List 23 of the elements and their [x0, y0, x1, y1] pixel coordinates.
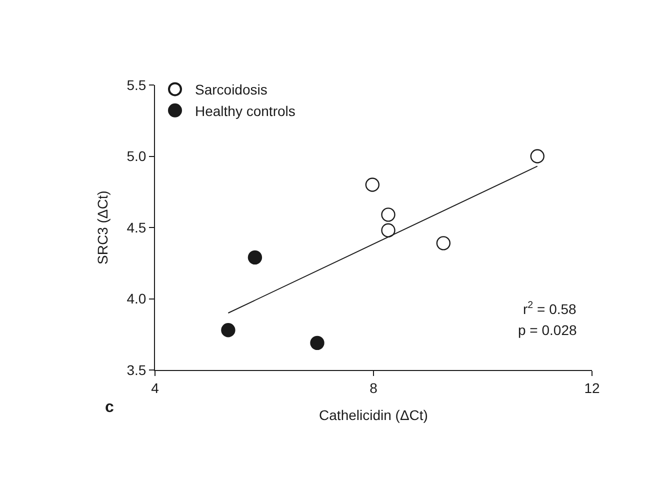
point	[221, 323, 236, 338]
x-tick-label: 8	[370, 380, 378, 396]
point	[530, 149, 544, 164]
y-tick-label: 5.0	[126, 148, 146, 164]
point	[436, 236, 451, 250]
annotation: p = 0.028	[518, 322, 577, 338]
x-tick-label: 4	[151, 380, 160, 396]
x-axis-title: Cathelicidin (ΔCt)	[319, 407, 428, 424]
y-tick-label: 3.5	[126, 362, 146, 378]
point	[248, 250, 262, 265]
legend-label: Sarcoidosis	[195, 82, 268, 98]
text: c	[105, 399, 114, 416]
y-tick-label: 4.0	[126, 290, 146, 307]
y-tick-label: 5.5	[126, 76, 146, 93]
point	[310, 336, 324, 350]
point	[381, 208, 396, 222]
point	[381, 223, 396, 238]
annotation: r$^{2}$ = 0.58	[523, 300, 577, 317]
y-axis-title: SRC3 (ΔCt)	[94, 190, 110, 264]
x-tick-label: 12	[584, 380, 600, 396]
y-tick-label: 4.5	[126, 219, 146, 236]
point	[365, 178, 380, 192]
legend-label: Healthy controls	[195, 102, 296, 119]
